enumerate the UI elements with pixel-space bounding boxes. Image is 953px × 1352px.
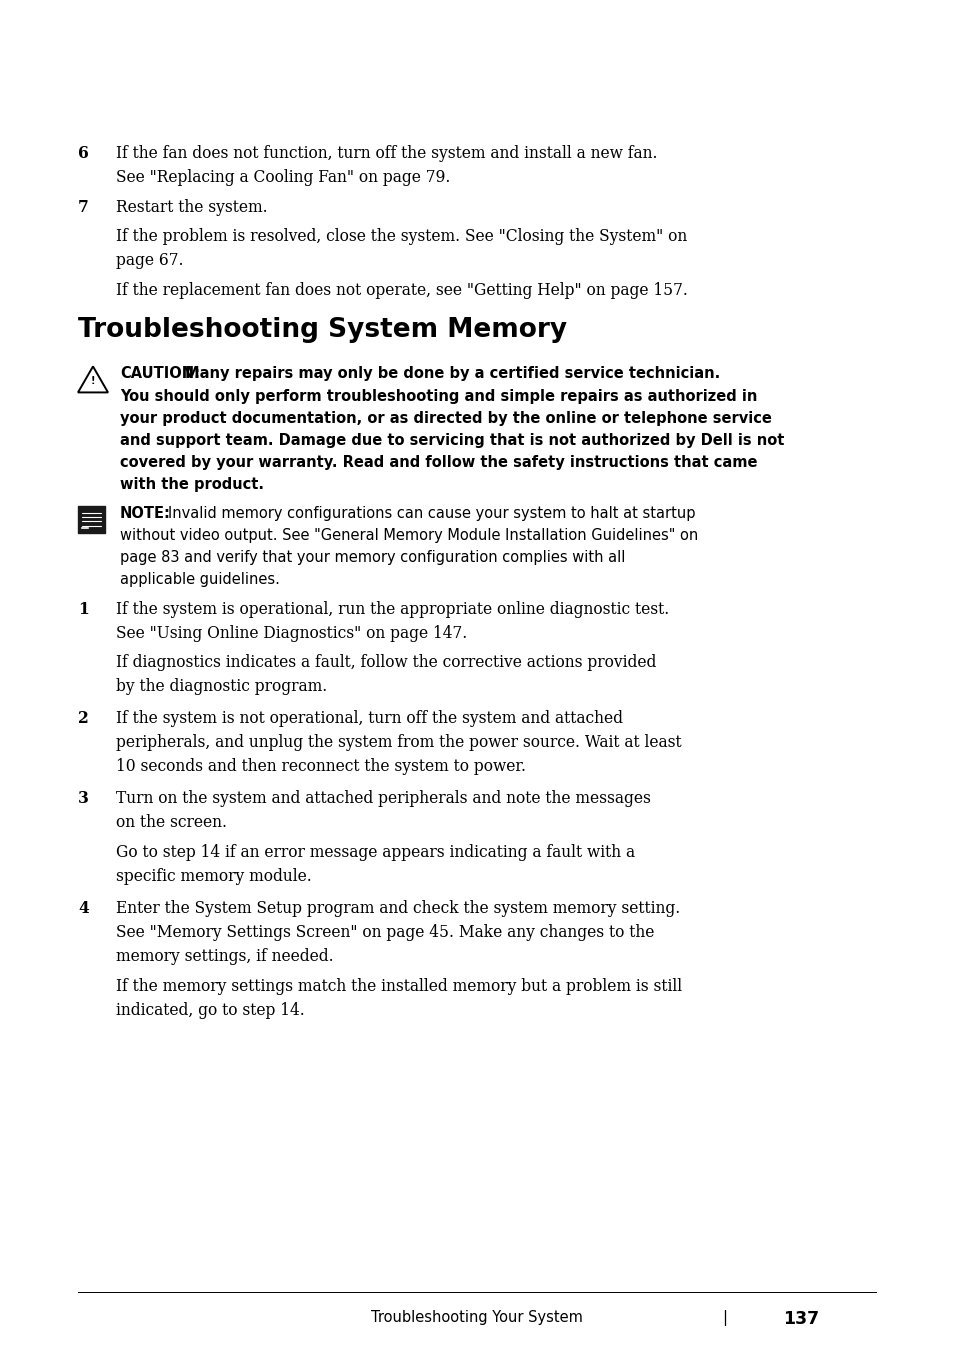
Bar (78, 506, 105, 533)
Text: memory settings, if needed.: memory settings, if needed. (116, 948, 334, 965)
Text: If the memory settings match the installed memory but a problem is still: If the memory settings match the install… (116, 977, 681, 995)
Text: 1: 1 (78, 600, 89, 618)
Text: Enter the System Setup program and check the system memory setting.: Enter the System Setup program and check… (116, 900, 679, 917)
Text: If diagnostics indicates a fault, follow the corrective actions provided: If diagnostics indicates a fault, follow… (116, 654, 656, 671)
Text: 2: 2 (78, 710, 89, 727)
Text: page 67.: page 67. (116, 253, 183, 269)
Text: See "Memory Settings Screen" on page 45. Make any changes to the: See "Memory Settings Screen" on page 45.… (116, 923, 654, 941)
Text: and support team. Damage due to servicing that is not authorized by Dell is not: and support team. Damage due to servicin… (120, 433, 783, 448)
Text: 3: 3 (78, 791, 89, 807)
Text: applicable guidelines.: applicable guidelines. (120, 572, 279, 587)
Text: 137: 137 (782, 1310, 819, 1328)
Text: See "Replacing a Cooling Fan" on page 79.: See "Replacing a Cooling Fan" on page 79… (116, 169, 450, 187)
Text: If the system is not operational, turn off the system and attached: If the system is not operational, turn o… (116, 710, 622, 727)
Text: NOTE:: NOTE: (120, 506, 171, 521)
Text: CAUTION:: CAUTION: (120, 366, 200, 381)
Text: 10 seconds and then reconnect the system to power.: 10 seconds and then reconnect the system… (116, 758, 525, 776)
Text: 4: 4 (78, 900, 89, 917)
Text: You should only perform troubleshooting and simple repairs as authorized in: You should only perform troubleshooting … (120, 388, 757, 404)
Text: |: | (721, 1310, 727, 1326)
Text: without video output. See "General Memory Module Installation Guidelines" on: without video output. See "General Memor… (120, 527, 698, 542)
Text: by the diagnostic program.: by the diagnostic program. (116, 679, 327, 695)
Text: Troubleshooting System Memory: Troubleshooting System Memory (78, 316, 566, 343)
Text: Invalid memory configurations can cause your system to halt at startup: Invalid memory configurations can cause … (168, 506, 695, 521)
Text: Many repairs may only be done by a certified service technician.: Many repairs may only be done by a certi… (185, 366, 720, 381)
Text: indicated, go to step 14.: indicated, go to step 14. (116, 1002, 304, 1019)
Text: 7: 7 (78, 199, 89, 216)
Text: peripherals, and unplug the system from the power source. Wait at least: peripherals, and unplug the system from … (116, 734, 680, 752)
Text: If the system is operational, run the appropriate online diagnostic test.: If the system is operational, run the ap… (116, 600, 669, 618)
Text: If the fan does not function, turn off the system and install a new fan.: If the fan does not function, turn off t… (116, 145, 657, 162)
Text: If the replacement fan does not operate, see "Getting Help" on page 157.: If the replacement fan does not operate,… (116, 281, 687, 299)
Text: with the product.: with the product. (120, 477, 264, 492)
Text: your product documentation, or as directed by the online or telephone service: your product documentation, or as direct… (120, 411, 771, 426)
Text: Turn on the system and attached peripherals and note the messages: Turn on the system and attached peripher… (116, 791, 650, 807)
Text: specific memory module.: specific memory module. (116, 868, 312, 886)
Text: If the problem is resolved, close the system. See "Closing the System" on: If the problem is resolved, close the sy… (116, 228, 686, 245)
Text: on the screen.: on the screen. (116, 814, 227, 831)
Text: covered by your warranty. Read and follow the safety instructions that came: covered by your warranty. Read and follo… (120, 456, 757, 470)
Text: page 83 and verify that your memory configuration complies with all: page 83 and verify that your memory conf… (120, 550, 625, 565)
Text: Go to step 14 if an error message appears indicating a fault with a: Go to step 14 if an error message appear… (116, 844, 635, 861)
Text: 6: 6 (78, 145, 89, 162)
Text: See "Using Online Diagnostics" on page 147.: See "Using Online Diagnostics" on page 1… (116, 625, 467, 642)
Text: !: ! (91, 376, 95, 385)
Text: Troubleshooting Your System: Troubleshooting Your System (371, 1310, 582, 1325)
Text: Restart the system.: Restart the system. (116, 199, 268, 216)
